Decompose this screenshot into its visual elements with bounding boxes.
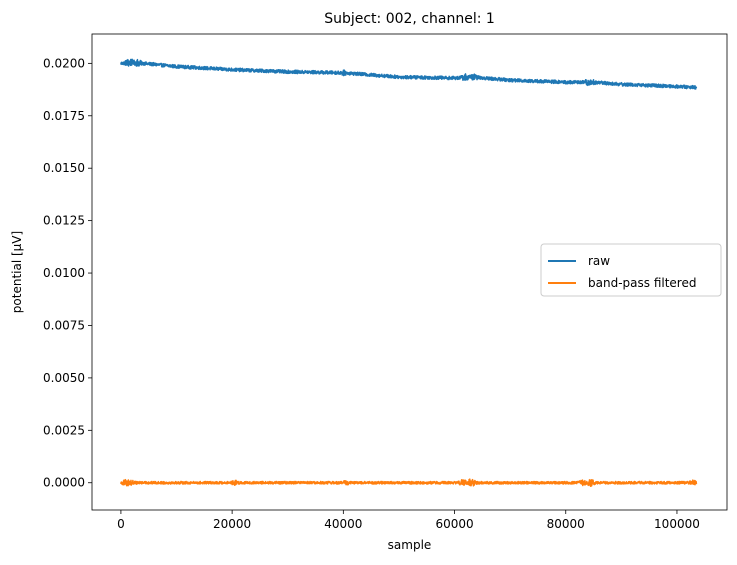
- x-tick-label: 80000: [547, 517, 585, 531]
- y-tick-label: 0.0000: [43, 476, 85, 490]
- y-tick-label: 0.0075: [43, 318, 85, 332]
- x-tick-label: 100000: [654, 517, 700, 531]
- y-tick-label: 0.0175: [43, 109, 85, 123]
- y-axis-ticks: 0.0000 0.0025 0.0050 0.0075 0.0100 0.0125 0.01…: [43, 56, 92, 490]
- y-tick-label: 0.0200: [43, 56, 85, 70]
- y-tick-label: 0.0150: [43, 161, 85, 175]
- series-layer: [120, 58, 698, 487]
- x-tick-label: 60000: [435, 517, 473, 531]
- x-axis-ticks: 0 20000 40000 60000 80000 100000: [117, 510, 700, 531]
- y-tick-label: 0.0100: [43, 266, 85, 280]
- x-tick-label: 0: [117, 517, 125, 531]
- x-tick-label: 40000: [324, 517, 362, 531]
- legend-label-raw: raw: [588, 254, 610, 268]
- axes-frame: [91, 33, 728, 511]
- x-tick-label: 20000: [213, 517, 251, 531]
- legend-label-band-pass-filtered: band-pass filtered: [588, 276, 696, 290]
- y-tick-label: 0.0025: [43, 423, 85, 437]
- y-tick-label: 0.0125: [43, 214, 85, 228]
- legend: raw band-pass filtered: [540, 243, 722, 297]
- series-line-band-pass-filtered: [120, 478, 698, 487]
- x-axis-label: sample: [388, 538, 432, 552]
- series-line-raw: [120, 58, 698, 90]
- legend-box: [540, 243, 722, 297]
- y-axis-label: potential [µV]: [10, 231, 24, 313]
- chart-title: Subject: 002, channel: 1: [324, 11, 495, 27]
- y-tick-label: 0.0050: [43, 371, 85, 385]
